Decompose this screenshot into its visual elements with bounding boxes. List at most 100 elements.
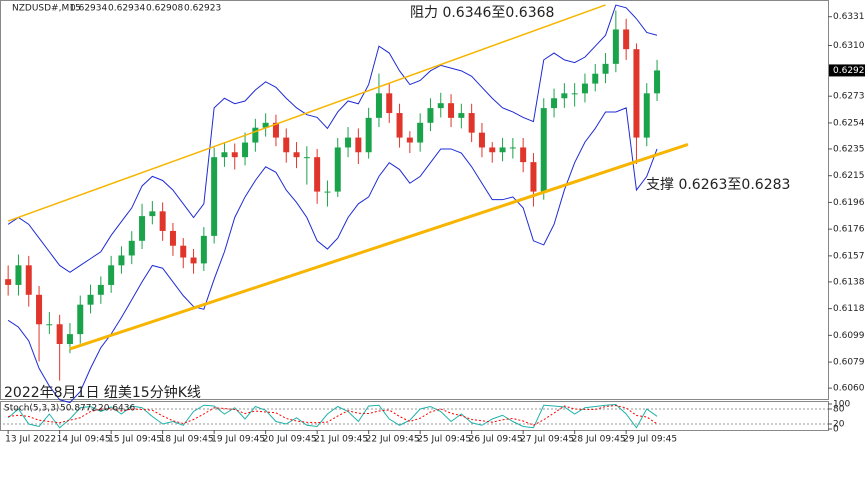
- candle-body: [242, 142, 249, 158]
- candle-body: [530, 162, 537, 192]
- y-tick-label: 0.63315: [833, 12, 865, 22]
- main-panel: [0, 0, 829, 400]
- ohlc: 0.62923: [184, 4, 221, 14]
- x-tick-label: 28 Jul 09:45: [572, 435, 626, 445]
- candle-body: [5, 279, 12, 285]
- candle-body: [623, 29, 630, 50]
- ohlc: 0.62934: [108, 4, 145, 14]
- candle-body: [602, 63, 609, 74]
- candle-body: [427, 108, 434, 123]
- candle-body: [406, 137, 413, 143]
- candle-body: [87, 294, 94, 305]
- candle-body: [489, 147, 496, 153]
- x-tick-label: 14 Jul 09:45: [57, 435, 111, 445]
- y-tick-label: 20: [833, 420, 845, 430]
- candle-body: [478, 132, 485, 148]
- x-tick-label: 29 Jul 09:45: [623, 435, 677, 445]
- candle-body: [97, 284, 104, 295]
- candle-body: [571, 93, 578, 95]
- candle-body: [159, 211, 166, 231]
- candle-body: [211, 157, 218, 236]
- x-tick-label: 20 Jul 09:45: [263, 435, 317, 445]
- current-price: 0.62923: [833, 66, 865, 76]
- x-tick-label: 27 Jul 09:45: [520, 435, 574, 445]
- stoch-value: 20.6436: [98, 404, 135, 414]
- series-line: [7, 403, 658, 429]
- candle-body: [221, 152, 228, 158]
- candle-body: [46, 324, 53, 326]
- candle-body: [540, 108, 547, 192]
- ohlc: 0.62934: [70, 4, 107, 14]
- candle-body: [314, 157, 321, 192]
- candle-body: [324, 191, 331, 193]
- candle-body: [108, 265, 115, 285]
- y-tick-label: 100: [833, 400, 850, 410]
- candle-body: [581, 83, 588, 94]
- annotation: 支撑 0.6263至0.6283: [646, 177, 790, 193]
- candle-body: [458, 113, 465, 118]
- annotation: 2022年8月1日 纽美15分钟K线: [4, 384, 201, 401]
- y-tick-label: 80: [833, 405, 845, 415]
- candle-body: [56, 324, 63, 344]
- candle-body: [15, 265, 22, 285]
- series-line: [7, 107, 658, 404]
- candle-body: [437, 103, 444, 109]
- candle-body: [180, 245, 187, 258]
- candle-body: [77, 304, 84, 335]
- annotation: 阻力 0.6346至0.6368: [410, 5, 554, 21]
- x-tick-label: 13 Jul 2022: [5, 435, 56, 445]
- y-tick-label: 0.6196: [833, 198, 865, 208]
- candle-body: [561, 93, 568, 99]
- candle-body: [36, 294, 43, 325]
- candle-body: [365, 117, 372, 153]
- y-tick-label: 0.62735: [833, 92, 865, 102]
- price-box: [829, 64, 865, 77]
- candle-body: [396, 113, 403, 138]
- candle-body: [334, 147, 341, 192]
- candle-body: [355, 137, 362, 153]
- candle-body: [633, 49, 640, 138]
- candle-body: [66, 334, 73, 344]
- candle-body: [283, 137, 290, 153]
- candle-body: [551, 98, 558, 109]
- candle-body: [200, 235, 207, 264]
- x-tick-label: 19 Jul 09:45: [211, 435, 265, 445]
- candle-body: [375, 93, 382, 118]
- candle-body: [149, 211, 156, 217]
- candle-body: [303, 157, 310, 159]
- x-tick-label: 21 Jul 09:45: [314, 435, 368, 445]
- candle-body: [592, 73, 599, 84]
- candle-body: [520, 147, 527, 163]
- candle-body: [252, 127, 259, 143]
- y-tick-label: 0.61185: [833, 304, 865, 314]
- candle-body: [190, 257, 197, 264]
- x-tick-label: 25 Jul 09:45: [417, 435, 471, 445]
- y-tick-label: 0.62155: [833, 171, 865, 181]
- candle-body: [386, 93, 393, 114]
- y-tick-label: 0.63105: [833, 41, 865, 51]
- candle-body: [417, 122, 424, 143]
- y-tick-label: 0: [833, 425, 839, 435]
- candle-body: [118, 255, 125, 266]
- candle-body: [231, 152, 238, 158]
- x-tick-label: 22 Jul 09:45: [366, 435, 420, 445]
- candle-body: [262, 122, 269, 128]
- candle-body: [612, 29, 619, 64]
- stoch-title: Stoch(5,3,3): [4, 404, 59, 414]
- candle-body: [169, 230, 176, 246]
- candle-body: [509, 147, 516, 149]
- candle-body: [139, 216, 146, 241]
- x-tick-label: 15 Jul 09:45: [108, 435, 162, 445]
- candle-body: [272, 122, 279, 138]
- candle-body: [499, 147, 506, 153]
- symbol: NZDUSD#,M15: [12, 4, 81, 14]
- trend-line: [69, 143, 689, 351]
- candle-body: [448, 103, 455, 118]
- stoch-panel: [0, 401, 829, 431]
- candle-body: [643, 93, 650, 138]
